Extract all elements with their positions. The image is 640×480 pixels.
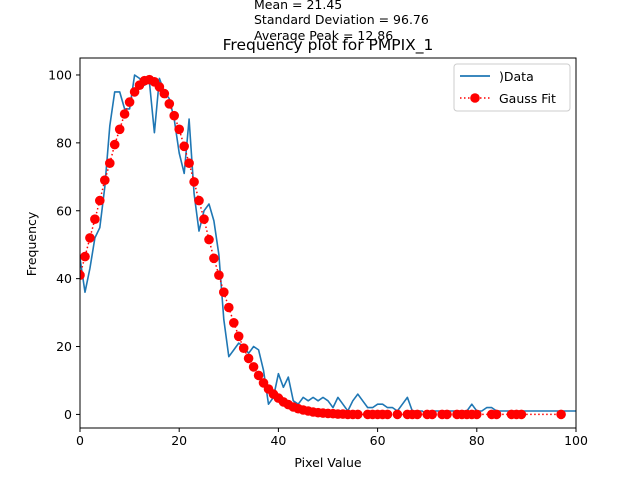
gauss-fit-point [189, 177, 199, 187]
annotation-average-peak: Average Peak = 12.86 [254, 28, 393, 43]
x-axis-label: Pixel Value [294, 455, 362, 470]
gauss-fit-point [209, 253, 219, 264]
gauss-fit-point [85, 233, 95, 243]
gauss-fit-point [382, 409, 393, 420]
gauss-fit-point [253, 370, 264, 381]
gauss-fit-point [556, 409, 566, 420]
gauss-fit-point [204, 234, 214, 245]
gauss-fit-point [129, 87, 140, 97]
gauss-fit-point [100, 175, 110, 185]
plot-area [80, 74, 576, 420]
gauss-fit-point [124, 97, 135, 107]
gauss-fit-point [184, 158, 194, 168]
legend-gauss-marker [470, 93, 480, 103]
x-tick-label: 0 [76, 433, 84, 448]
gauss-fit-point [105, 158, 115, 168]
y-axis-label: Frequency [24, 211, 39, 276]
legend-gauss-label: Gauss Fit [499, 91, 556, 106]
gauss-fit-point [353, 409, 363, 420]
y-tick-label: 40 [56, 271, 72, 286]
gauss-fit-point [516, 409, 527, 420]
y-tick-label: 0 [64, 407, 72, 422]
x-tick-label: 80 [469, 433, 485, 448]
chart-title: Frequency plot for PMPIX_1 [223, 36, 434, 55]
gauss-fit-point [95, 195, 105, 206]
legend-data-label: )Data [499, 69, 534, 84]
axes-frame [79, 57, 577, 429]
gauss-fit-point [169, 110, 179, 121]
gauss-fit-point [179, 141, 189, 152]
gauss-fit-point [159, 88, 170, 99]
gauss-fit-point [80, 251, 90, 262]
gauss-fit-point [491, 409, 502, 420]
gauss-fit-point [238, 343, 249, 354]
x-tick-label: 100 [564, 433, 588, 448]
gauss-fit-point [233, 331, 244, 342]
gauss-fit-point [442, 409, 452, 420]
gauss-fit-point [164, 99, 175, 109]
gauss-fit-point [199, 214, 209, 224]
gauss-fit-point [472, 409, 482, 420]
gauss-fit-point [214, 270, 224, 281]
x-tick-label: 40 [270, 433, 286, 448]
y-tick-label: 60 [56, 203, 72, 218]
gauss-fit-point [174, 124, 184, 135]
gauss-fit-point [109, 139, 120, 150]
gauss-fit-point [248, 362, 259, 372]
gauss-fit-point [229, 318, 239, 328]
gauss-fit-point [80, 270, 85, 280]
gauss-fit-point [427, 409, 438, 420]
annotation-mean: Mean = 21.45 [254, 0, 342, 12]
annotation-block: Mean = 21.45 Standard Deviation = 96.76 … [254, 0, 429, 43]
gauss-fit-point [392, 409, 403, 420]
x-tick-label: 20 [171, 433, 187, 448]
x-tick-label: 60 [370, 433, 386, 448]
gauss-fit-point [114, 124, 125, 135]
y-tick-label: 20 [56, 339, 72, 354]
axes: 0 20 40 60 80 100 0 20 40 60 80 100 [48, 57, 588, 448]
y-tick-label: 100 [48, 67, 72, 82]
plot-marks [80, 74, 576, 420]
annotation-std-dev: Standard Deviation = 96.76 [254, 12, 429, 27]
gauss-fit-point [243, 353, 254, 364]
gauss-fit-point [219, 287, 229, 298]
legend: )Data Gauss Fit [453, 63, 571, 112]
y-tick-label: 80 [56, 135, 72, 150]
gauss-fit-point [224, 302, 234, 313]
gauss-fit-point [194, 195, 204, 206]
gauss-fit-point [154, 82, 165, 92]
gauss-fit-point [119, 109, 130, 119]
gauss-fit-point [90, 214, 100, 224]
gauss-fit-point [412, 409, 423, 420]
